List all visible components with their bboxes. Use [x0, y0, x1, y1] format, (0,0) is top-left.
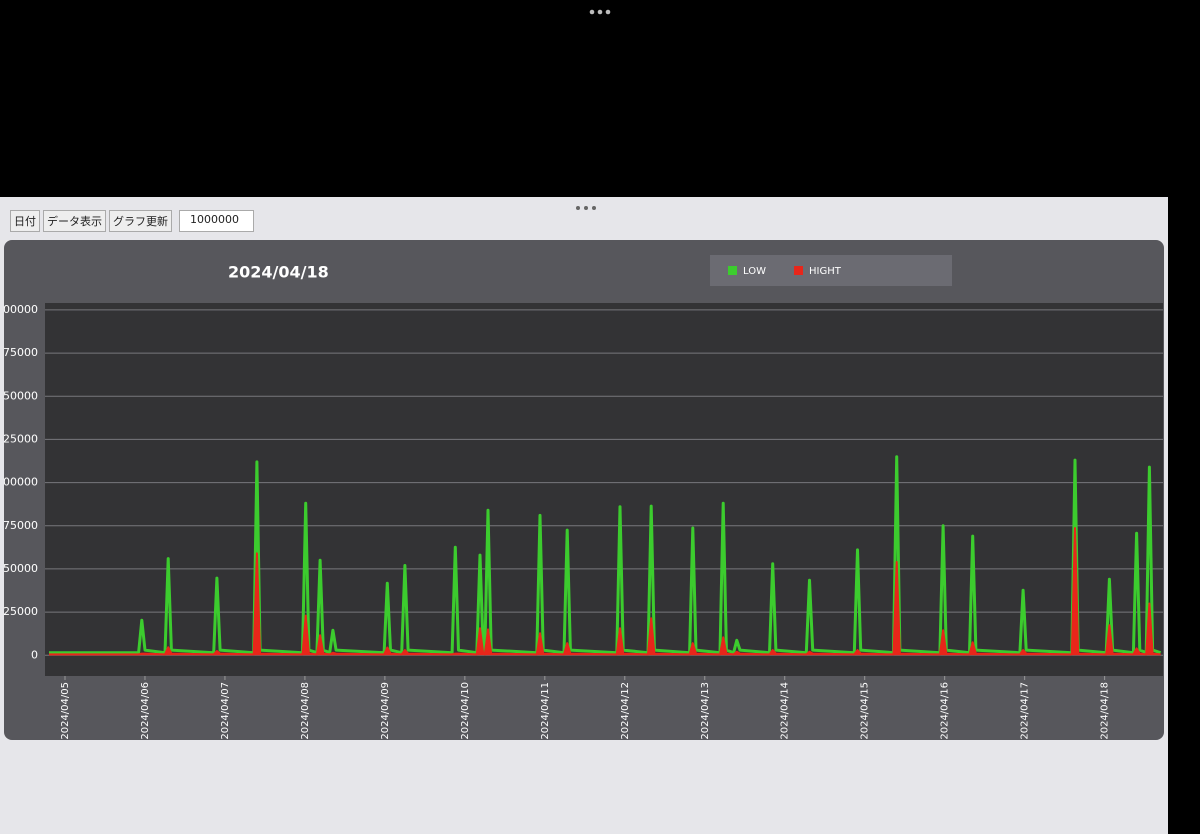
y-tick-label: 100000 [0, 476, 38, 489]
x-tick-label: 2024/04/09 [380, 682, 391, 740]
chart-panel: 2024/04/18 0 25000 50000 75000 100000 125000 1… [0, 240, 1164, 740]
dot [597, 9, 603, 15]
x-tick-label: 2024/04/06 [140, 682, 151, 740]
y-tick-label: 175000 [0, 346, 38, 359]
x-tick-label: 2024/04/05 [60, 682, 71, 740]
button[interactable]: 日付 [10, 210, 40, 232]
y-tick-label: 125000 [0, 432, 38, 445]
dot [589, 9, 595, 15]
series-line [49, 455, 1162, 655]
legend-swatch [728, 266, 737, 275]
chart: 2024/04/18 0 25000 50000 75000 100000 125000 1… [0, 206, 1164, 740]
legend-swatch [794, 266, 803, 275]
dot [592, 206, 596, 210]
x-tick-label: 2024/04/12 [620, 682, 631, 740]
x-tick-label: 2024/04/07 [220, 682, 231, 740]
legend-label: HIGHT [809, 266, 842, 277]
x-tick-label: 2024/04/10 [460, 682, 471, 740]
dot [584, 206, 588, 210]
legend [710, 255, 952, 286]
x-tick-label: 2024/04/16 [940, 682, 951, 740]
dot [576, 206, 580, 210]
dot [605, 9, 611, 15]
button[interactable]: データ表示 [43, 210, 106, 232]
y-tick-label: 0 [31, 648, 38, 661]
y-tick-label: 150000 [0, 389, 38, 402]
legend-label: LOW [743, 266, 766, 277]
number-input[interactable]: 1000000 [179, 210, 254, 232]
button[interactable]: グラフ更新 [109, 210, 172, 232]
plot [48, 455, 1162, 656]
y-tick-label: 25000 [3, 605, 38, 618]
y-tick-label: 200000 [0, 303, 38, 316]
x-tick-label: 2024/04/13 [700, 682, 711, 740]
chart-title: 2024/04/18 [228, 263, 329, 282]
x-tick-label: 2024/04/18 [1100, 682, 1111, 740]
x-tick-label: 2024/04/17 [1020, 682, 1031, 740]
x-tick-label: 2024/04/14 [780, 682, 791, 740]
y-tick-label: 75000 [3, 519, 38, 532]
y-tick-label: 50000 [3, 562, 38, 575]
x-tick-label: 2024/04/11 [540, 682, 551, 740]
x-tick-label: 2024/04/08 [300, 682, 311, 740]
x-tick-label: 2024/04/15 [860, 682, 871, 740]
series-line [49, 527, 1161, 656]
plot-bg [45, 303, 1163, 676]
toolbar: 日付 データ表示 グラフ更新 1000000 [10, 210, 254, 232]
